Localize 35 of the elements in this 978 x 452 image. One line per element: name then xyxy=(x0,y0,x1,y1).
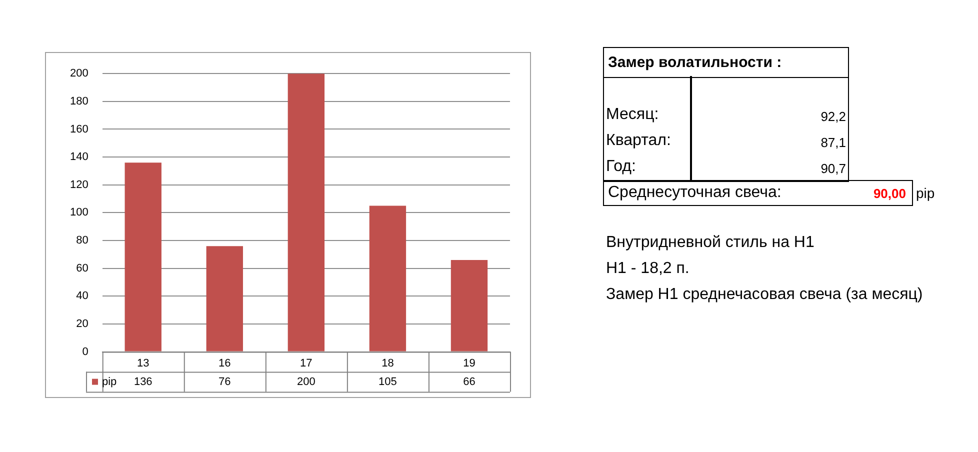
data-label: 76 xyxy=(218,376,231,388)
legend-label: pip xyxy=(102,376,117,388)
text: Год: xyxy=(606,158,636,175)
text: 90,7 xyxy=(820,161,846,176)
y-tick-label: 180 xyxy=(70,95,88,108)
text: Месяц: xyxy=(606,106,659,123)
y-tick-label: 40 xyxy=(76,290,88,302)
text: 92,2 xyxy=(820,109,846,124)
y-tick-label: 200 xyxy=(70,68,88,80)
text: Внутридневной стиль на H1 xyxy=(606,234,814,251)
text: Замер волатильности : xyxy=(608,54,782,71)
y-tick-label: 60 xyxy=(76,262,88,274)
x-tick-label: 19 xyxy=(463,357,476,370)
x-tick-label: 18 xyxy=(382,357,394,370)
text: pip xyxy=(916,185,935,201)
text: Среднесуточная свеча: xyxy=(608,184,782,201)
y-tick-label: 120 xyxy=(70,178,88,191)
y-tick-label: 80 xyxy=(76,234,88,247)
x-tick-label: 13 xyxy=(136,357,150,370)
y-tick-label: 160 xyxy=(70,123,88,136)
x-tick-label: 16 xyxy=(218,357,231,370)
data-label: 105 xyxy=(378,376,397,388)
x-tick-label: 17 xyxy=(300,357,312,370)
y-tick-label: 0 xyxy=(82,346,88,358)
text: 90,00 xyxy=(873,186,906,201)
data-label: 136 xyxy=(134,376,152,388)
text: H1 - 18,2 п. xyxy=(606,260,690,277)
y-tick-label: 140 xyxy=(70,151,88,164)
y-tick-label: 100 xyxy=(70,206,88,219)
text: Замер H1 среднечасовая свеча (за месяц) xyxy=(606,286,923,303)
data-label: 66 xyxy=(463,376,476,388)
y-tick-label: 20 xyxy=(76,318,88,330)
text: Квартал: xyxy=(606,132,671,149)
text: 87,1 xyxy=(820,135,846,150)
data-label: 200 xyxy=(296,376,316,388)
